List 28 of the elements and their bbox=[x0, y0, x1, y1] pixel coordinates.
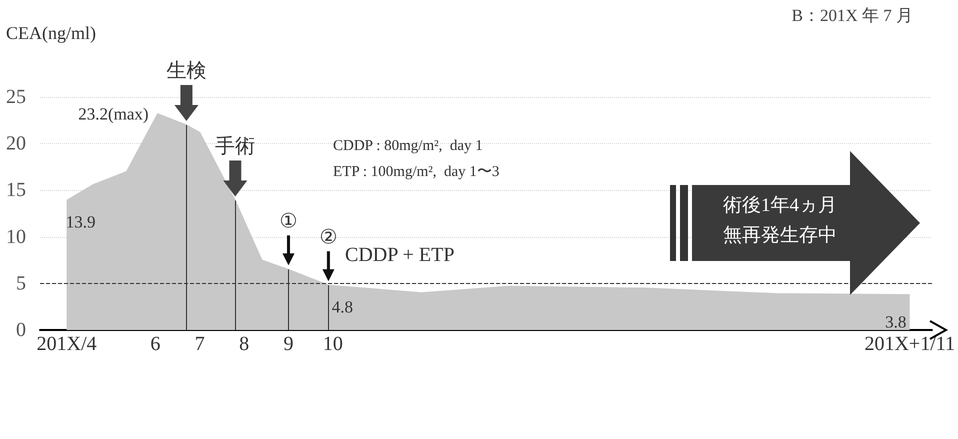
chart-title: B：201X 年 7 月 bbox=[792, 6, 914, 25]
data-label: 13.9 bbox=[66, 212, 96, 232]
data-label: 23.2(max) bbox=[78, 104, 149, 124]
y-tick-label: 5 bbox=[16, 272, 26, 294]
y-tick-label: 20 bbox=[6, 132, 26, 155]
y-tick-label: 10 bbox=[6, 226, 26, 248]
y-tick-label: 0 bbox=[16, 319, 26, 341]
x-tick-label: 6 bbox=[150, 333, 160, 355]
y-axis-title: CEA(ng/ml) bbox=[6, 23, 96, 43]
annotation: ② bbox=[319, 226, 338, 248]
annotation: CDDP + ETP bbox=[345, 244, 454, 266]
x-tick-label: 10 bbox=[322, 333, 343, 355]
y-tick-label: 25 bbox=[6, 86, 26, 108]
y-tick-label: 15 bbox=[6, 179, 26, 202]
annotation: ① bbox=[279, 210, 298, 232]
annotation: 無再発生存中 bbox=[722, 224, 838, 248]
annotation: ETP : 100mg/m², day 1〜3 bbox=[333, 164, 500, 180]
annotation: 術後1年4ヵ月 bbox=[722, 194, 838, 218]
x-tick-label: 7 bbox=[194, 333, 205, 355]
x-tick-label: 201X/4 bbox=[36, 333, 97, 355]
x-tick-label: 9 bbox=[283, 333, 294, 355]
data-label: 4.8 bbox=[332, 297, 354, 316]
annotation: CDDP : 80mg/m², day 1 bbox=[333, 138, 483, 154]
data-label: 3.8 bbox=[885, 312, 906, 332]
x-tick-label: 201X+1/11 bbox=[864, 333, 956, 355]
annotation: 生検 bbox=[166, 60, 206, 82]
annotation: 手術 bbox=[215, 135, 256, 158]
x-tick-label: 8 bbox=[239, 333, 250, 355]
